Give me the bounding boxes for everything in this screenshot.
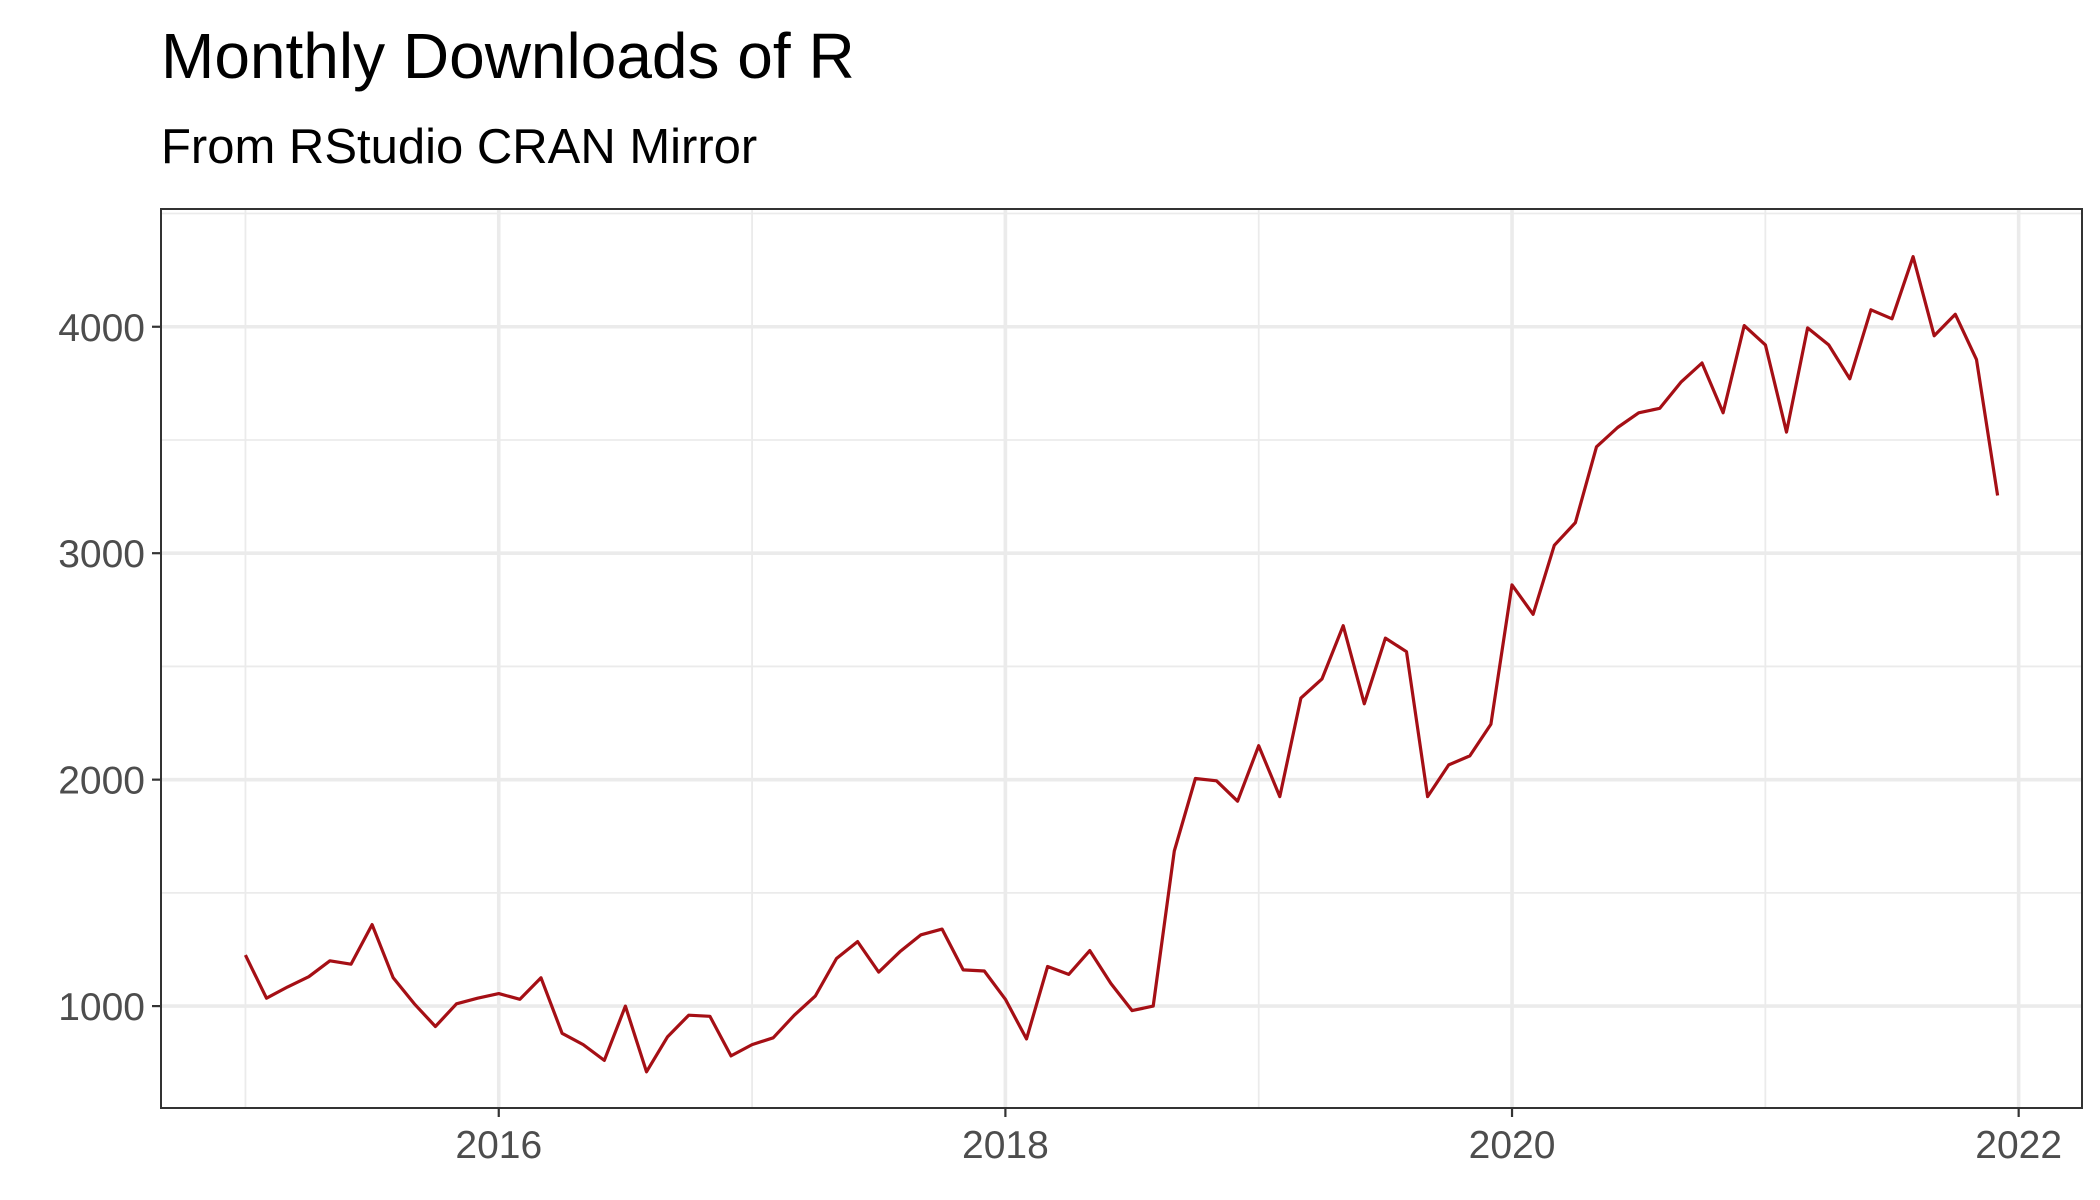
y-tick-label: 2000 xyxy=(58,760,145,803)
y-tick-label: 3000 xyxy=(58,533,145,576)
y-axis: 1000 2000 3000 4000 xyxy=(58,307,161,1029)
data-series xyxy=(243,255,2000,1074)
x-axis: 2016 2018 2020 2022 xyxy=(455,1108,2062,1167)
grid xyxy=(161,209,2082,1108)
chart-subtitle: From RStudio CRAN Mirror xyxy=(161,120,757,174)
x-tick-label: 2018 xyxy=(962,1124,1049,1167)
chart-title: Monthly Downloads of R xyxy=(161,20,855,92)
plot-panel xyxy=(160,208,2083,1109)
x-tick-label: 2020 xyxy=(1469,1124,1556,1167)
series-line xyxy=(243,255,2000,1074)
x-tick-label: 2022 xyxy=(1975,1124,2062,1167)
y-tick-label: 1000 xyxy=(58,986,145,1029)
y-tick-label: 4000 xyxy=(58,307,145,350)
x-tick-label: 2016 xyxy=(455,1124,542,1167)
